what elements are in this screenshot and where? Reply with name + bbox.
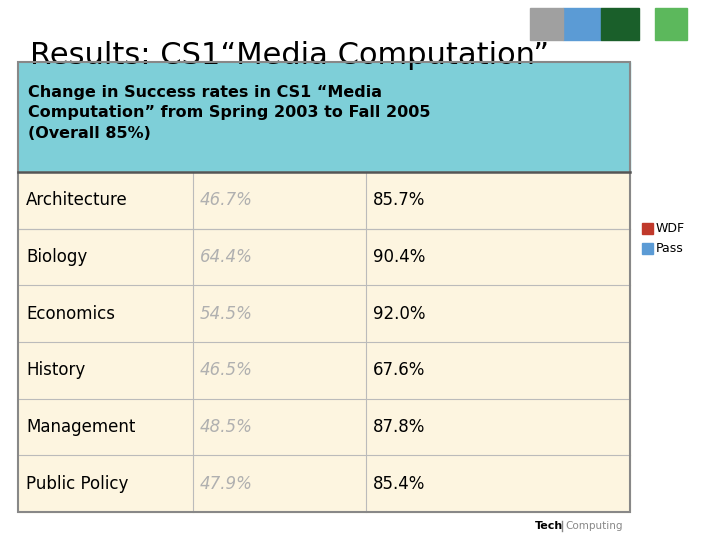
Text: Results: CS1“Media Computation”: Results: CS1“Media Computation”	[30, 40, 549, 70]
Text: Tech: Tech	[535, 521, 563, 531]
Bar	[18, 62, 630, 512]
Text: Change in Success rates in CS1 “Media
Computation” from Spring 2003 to Fall 2005: Change in Success rates in CS1 “Media Co…	[28, 84, 431, 141]
Bar	[18, 399, 630, 455]
Bar	[601, 8, 639, 40]
Text: Public Policy: Public Policy	[26, 475, 128, 492]
Bar	[18, 342, 630, 399]
Text: WDF: WDF	[656, 221, 685, 235]
Text: 87.8%: 87.8%	[373, 418, 426, 436]
Text: Architecture: Architecture	[26, 191, 127, 210]
Text: Biology: Biology	[26, 248, 87, 266]
Bar	[18, 62, 630, 172]
Text: 48.5%: 48.5%	[200, 418, 253, 436]
Text: 46.7%: 46.7%	[200, 191, 253, 210]
Bar	[18, 62, 630, 512]
Text: Computing: Computing	[565, 521, 623, 531]
Text: 47.9%: 47.9%	[200, 475, 253, 492]
Bar	[18, 172, 630, 228]
Bar	[655, 8, 687, 40]
Text: 46.5%: 46.5%	[200, 361, 253, 379]
Text: 67.6%: 67.6%	[373, 361, 426, 379]
Text: 54.5%: 54.5%	[200, 305, 253, 323]
Text: History: History	[26, 361, 85, 379]
Text: 92.0%: 92.0%	[373, 305, 426, 323]
Text: 90.4%: 90.4%	[373, 248, 426, 266]
Bar	[642, 222, 653, 234]
Bar	[563, 8, 601, 40]
Text: 85.4%: 85.4%	[373, 475, 426, 492]
Bar	[18, 285, 630, 342]
Bar	[642, 242, 653, 254]
Bar	[530, 8, 563, 40]
Text: Pass: Pass	[656, 242, 684, 255]
Bar	[18, 455, 630, 512]
Text: Economics: Economics	[26, 305, 115, 323]
Text: 85.7%: 85.7%	[373, 191, 426, 210]
Text: Management: Management	[26, 418, 135, 436]
Bar	[18, 228, 630, 285]
Text: 64.4%: 64.4%	[200, 248, 253, 266]
